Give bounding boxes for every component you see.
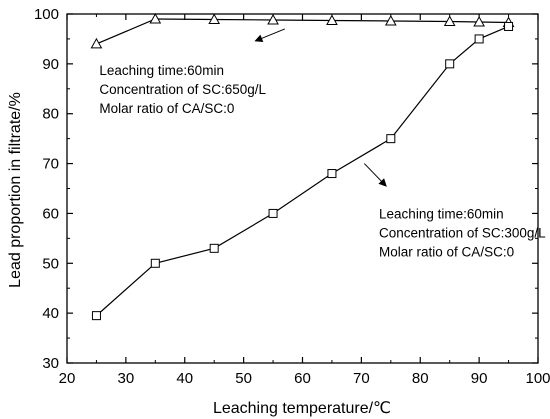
x-tick-label: 60: [294, 370, 311, 387]
triangle-marker: [267, 13, 279, 25]
x-tick-label: 100: [525, 370, 550, 387]
square-marker: [150, 258, 160, 268]
x-tick-label: 20: [59, 370, 76, 387]
annotations: Leaching time:60min Concentration of SC:6…: [99, 28, 546, 259]
y-tick-label: 30: [42, 355, 59, 372]
annotation-2-line: Molar ratio of CA/SC:0: [379, 244, 514, 259]
y-tick-label: 60: [42, 205, 59, 222]
square-marker: [445, 59, 455, 69]
y-tick-label: 80: [42, 106, 59, 123]
x-tick-label: 50: [235, 370, 252, 387]
annotation-1-line: Leaching time:60min: [99, 63, 224, 78]
square-marker: [386, 134, 396, 144]
annotation-2-line: Concentration of SC:300g/L: [379, 225, 546, 240]
y-axis-title: Lead proportion in filtrate/%: [7, 92, 24, 288]
triangle-marker: [443, 15, 456, 26]
triangle-marker: [90, 37, 103, 49]
square-marker: [474, 34, 484, 44]
series-layer: [90, 12, 515, 321]
annotation-1-arrow: [254, 28, 286, 42]
square-marker: [209, 243, 219, 253]
annotation-1-line: Concentration of SC:650g/L: [99, 82, 266, 97]
square-marker: [91, 311, 101, 321]
annotation-2-arrow: [363, 163, 387, 187]
x-tick-label: 40: [176, 370, 193, 387]
y-tick-label: 90: [42, 56, 59, 73]
x-tick-label: 70: [353, 370, 370, 387]
x-tick-label: 90: [471, 370, 488, 387]
square-marker: [268, 208, 278, 218]
square-marker: [504, 21, 514, 31]
triangle-marker: [208, 13, 221, 24]
y-tick-label: 70: [42, 156, 59, 173]
x-axis-title: Leaching temperature/℃: [213, 400, 391, 417]
x-tick-label: 80: [412, 370, 429, 387]
annotation-2-line: Leaching time:60min: [379, 206, 504, 221]
y-tick-label: 50: [42, 255, 59, 272]
triangle-marker: [149, 12, 162, 24]
triangle-marker: [473, 15, 485, 27]
x-tick-label: 30: [118, 370, 135, 387]
y-tick-label: 40: [42, 305, 59, 322]
y-tick-label: 100: [34, 6, 59, 23]
square-marker: [327, 169, 337, 179]
triangle-marker: [326, 14, 338, 25]
triangle-marker: [384, 14, 397, 26]
annotation-1-line: Molar ratio of CA/SC:0: [99, 101, 234, 116]
